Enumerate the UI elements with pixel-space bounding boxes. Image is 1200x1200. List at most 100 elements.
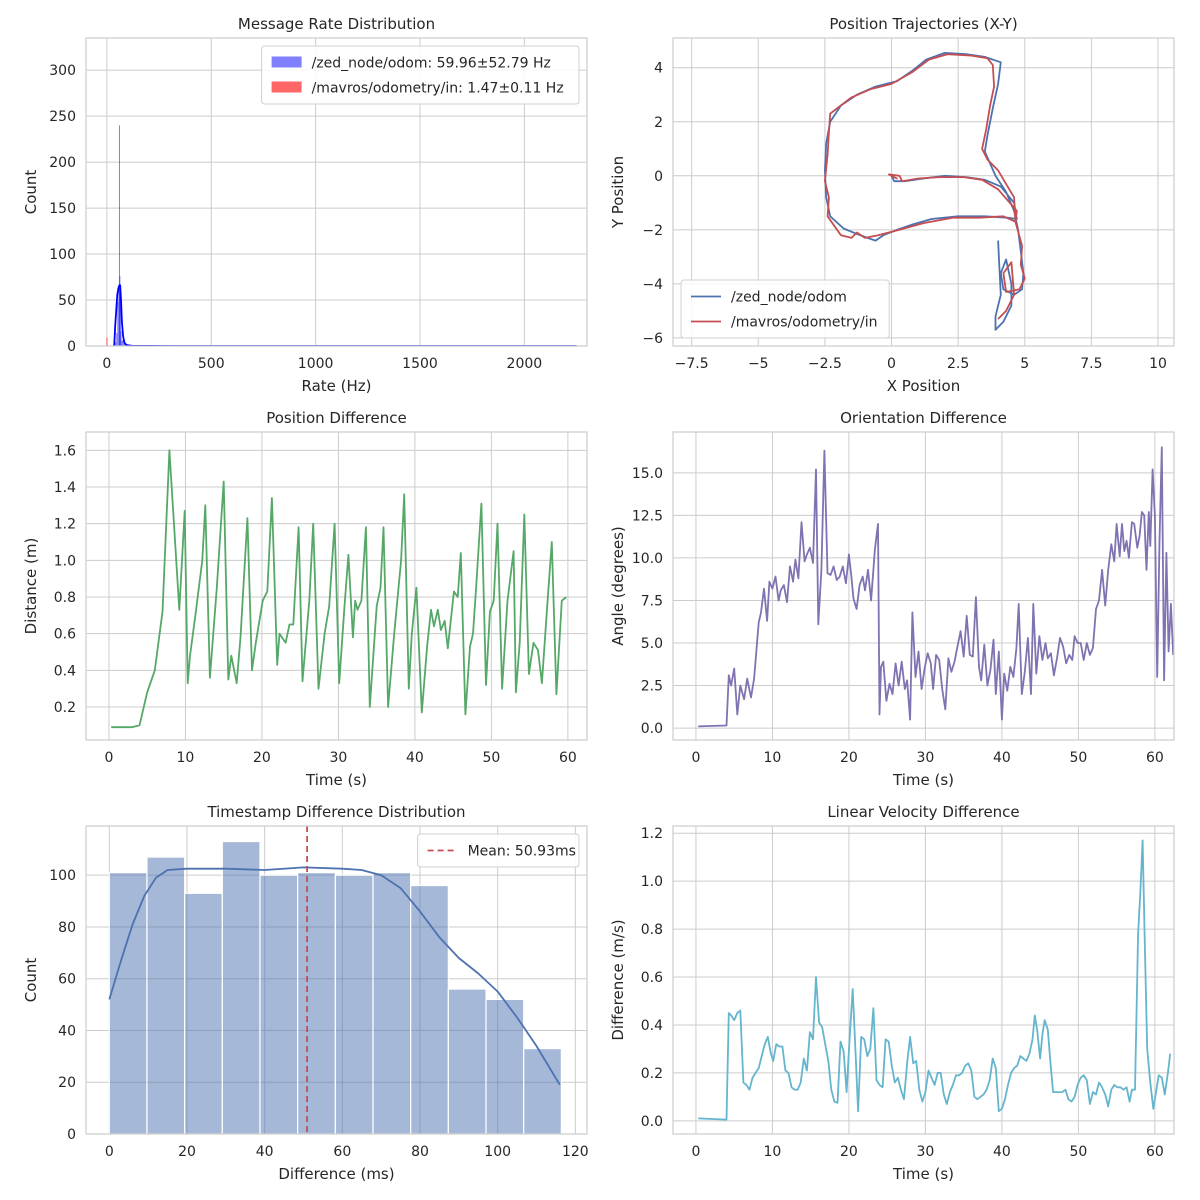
x-tick-label: 30 bbox=[916, 1144, 934, 1160]
histogram-bar bbox=[447, 988, 487, 1134]
x-tick-label: 50 bbox=[1069, 750, 1087, 766]
x-tick-label: 40 bbox=[406, 750, 424, 766]
x-tick-label: 20 bbox=[840, 1144, 858, 1160]
legend-box bbox=[261, 45, 580, 105]
y-tick-label: 10.0 bbox=[632, 551, 663, 567]
x-tick-label: 80 bbox=[411, 1144, 429, 1160]
histogram-bar bbox=[410, 884, 449, 1134]
histogram-bar bbox=[221, 840, 261, 1134]
y-axis-label: Count bbox=[22, 958, 40, 1003]
x-tick-label: 120 bbox=[562, 1144, 589, 1160]
y-tick-label: 150 bbox=[49, 201, 76, 217]
y-tick-label: 0.8 bbox=[54, 590, 76, 606]
kde-curve bbox=[108, 866, 561, 1086]
legend-label: /zed_node/odom bbox=[731, 290, 847, 306]
y-tick-label: −2 bbox=[642, 223, 663, 239]
x-tick-label: 60 bbox=[559, 750, 577, 766]
histogram-bar bbox=[106, 337, 108, 346]
legend: Mean: 50.93ms bbox=[417, 833, 580, 868]
x-tick-label: −5 bbox=[748, 356, 769, 372]
x-tick-label: 40 bbox=[256, 1144, 274, 1160]
chart-title: Position Difference bbox=[266, 409, 407, 427]
chart-title: Linear Velocity Difference bbox=[827, 803, 1019, 821]
legend-label: /zed_node/odom: 59.96±52.79 Hz bbox=[312, 56, 551, 72]
x-tick-label: 2000 bbox=[507, 356, 543, 372]
x-axis-label: X Position bbox=[887, 377, 960, 395]
y-tick-label: −6 bbox=[642, 331, 663, 347]
y-tick-label: 4 bbox=[654, 61, 663, 77]
y-axis-label: Distance (m) bbox=[22, 538, 40, 635]
histogram-bar bbox=[259, 874, 299, 1134]
legend-swatch bbox=[271, 56, 302, 68]
series-1 bbox=[106, 337, 108, 346]
y-tick-label: 250 bbox=[49, 109, 76, 125]
y-tick-label: 1.4 bbox=[54, 480, 76, 496]
histogram-bar bbox=[184, 892, 223, 1134]
plot-frame bbox=[85, 431, 588, 741]
panel-rate-hist: 0 500 1000 1500 2000 0 50 100 150 200 250 300 Messag… bbox=[22, 15, 588, 395]
x-tick-label: 20 bbox=[178, 1144, 196, 1160]
x-tick-label: 40 bbox=[993, 750, 1011, 766]
x-tick-label: 1000 bbox=[298, 356, 334, 372]
x-tick-label: 50 bbox=[482, 750, 500, 766]
x-tick-label: 10 bbox=[764, 1144, 782, 1160]
y-tick-label: 2.5 bbox=[641, 679, 663, 695]
y-tick-label: 1.0 bbox=[641, 874, 663, 890]
x-tick-label: 0 bbox=[102, 356, 111, 372]
x-tick-label: 10 bbox=[764, 750, 782, 766]
histogram-bar bbox=[118, 125, 120, 346]
x-tick-label: 1500 bbox=[402, 356, 438, 372]
x-axis-label: Time (s) bbox=[892, 1165, 954, 1183]
y-tick-label: −4 bbox=[642, 277, 663, 293]
y-tick-label: 300 bbox=[49, 63, 76, 79]
trajectory-line-1 bbox=[824, 53, 1026, 320]
panel-vel-diff: 0 10 20 30 40 50 60 0.0 0.2 0.4 0.6 0.8 1.0 1.2 Linear… bbox=[609, 803, 1175, 1183]
y-tick-label: 200 bbox=[49, 155, 76, 171]
x-tick-label: 60 bbox=[1146, 750, 1164, 766]
legend-label: /mavros/odometry/in: 1.47±0.11 Hz bbox=[312, 81, 564, 97]
histogram-bar bbox=[118, 285, 120, 346]
x-tick-label: 20 bbox=[253, 750, 271, 766]
x-axis-label: Time (s) bbox=[892, 771, 954, 789]
x-tick-label: 10 bbox=[177, 750, 195, 766]
histogram-bar bbox=[117, 301, 119, 346]
x-tick-label: 10 bbox=[1149, 356, 1167, 372]
y-tick-label: 0.0 bbox=[641, 721, 663, 737]
y-tick-label: 0 bbox=[67, 339, 76, 355]
x-tick-label: 7.5 bbox=[1080, 356, 1102, 372]
panel-pos-diff: 0 10 20 30 40 50 60 0.2 0.4 0.6 0.8 1.0 1.2 1.4 1.6 Pos… bbox=[22, 409, 588, 789]
y-tick-label: 1.0 bbox=[54, 553, 76, 569]
legend-label: Mean: 50.93ms bbox=[468, 844, 576, 860]
x-tick-label: 500 bbox=[198, 356, 225, 372]
x-tick-label: 30 bbox=[916, 750, 934, 766]
grid-lines bbox=[673, 38, 1174, 346]
y-tick-label: 0.4 bbox=[641, 1018, 663, 1034]
y-tick-label: 1.6 bbox=[54, 443, 76, 459]
panel-ts-hist: 0 20 40 60 80 100 120 0 20 40 60 80 100 Timestamp Dif… bbox=[22, 803, 589, 1183]
x-axis-label: Time (s) bbox=[305, 771, 367, 789]
y-axis-label: Angle (degrees) bbox=[609, 526, 627, 646]
chart-title: Message Rate Distribution bbox=[238, 15, 435, 33]
x-tick-label: 0 bbox=[887, 356, 896, 372]
y-tick-label: 0.6 bbox=[54, 627, 76, 643]
x-tick-label: 50 bbox=[1069, 1144, 1087, 1160]
y-tick-label: 7.5 bbox=[641, 593, 663, 609]
y-tick-label: 0.8 bbox=[641, 922, 663, 938]
x-tick-label: 20 bbox=[840, 750, 858, 766]
plot-frame bbox=[672, 431, 1175, 741]
legend-box bbox=[680, 279, 890, 339]
series-line bbox=[698, 446, 1174, 728]
x-tick-label: 5 bbox=[1020, 356, 1029, 372]
y-tick-label: 2 bbox=[654, 115, 663, 131]
histogram-bar bbox=[120, 331, 122, 346]
y-tick-label: 40 bbox=[58, 1023, 76, 1039]
y-axis-label: Y Position bbox=[609, 156, 627, 229]
y-tick-label: 15.0 bbox=[632, 466, 663, 482]
x-tick-label: 40 bbox=[993, 1144, 1011, 1160]
histogram-bar bbox=[146, 856, 186, 1134]
x-tick-label: 30 bbox=[329, 750, 347, 766]
x-tick-label: 60 bbox=[1146, 1144, 1164, 1160]
legend: /zed_node/odom/mavros/odometry/in bbox=[680, 279, 890, 339]
x-tick-label: 100 bbox=[484, 1144, 511, 1160]
y-tick-label: 0 bbox=[67, 1127, 76, 1143]
